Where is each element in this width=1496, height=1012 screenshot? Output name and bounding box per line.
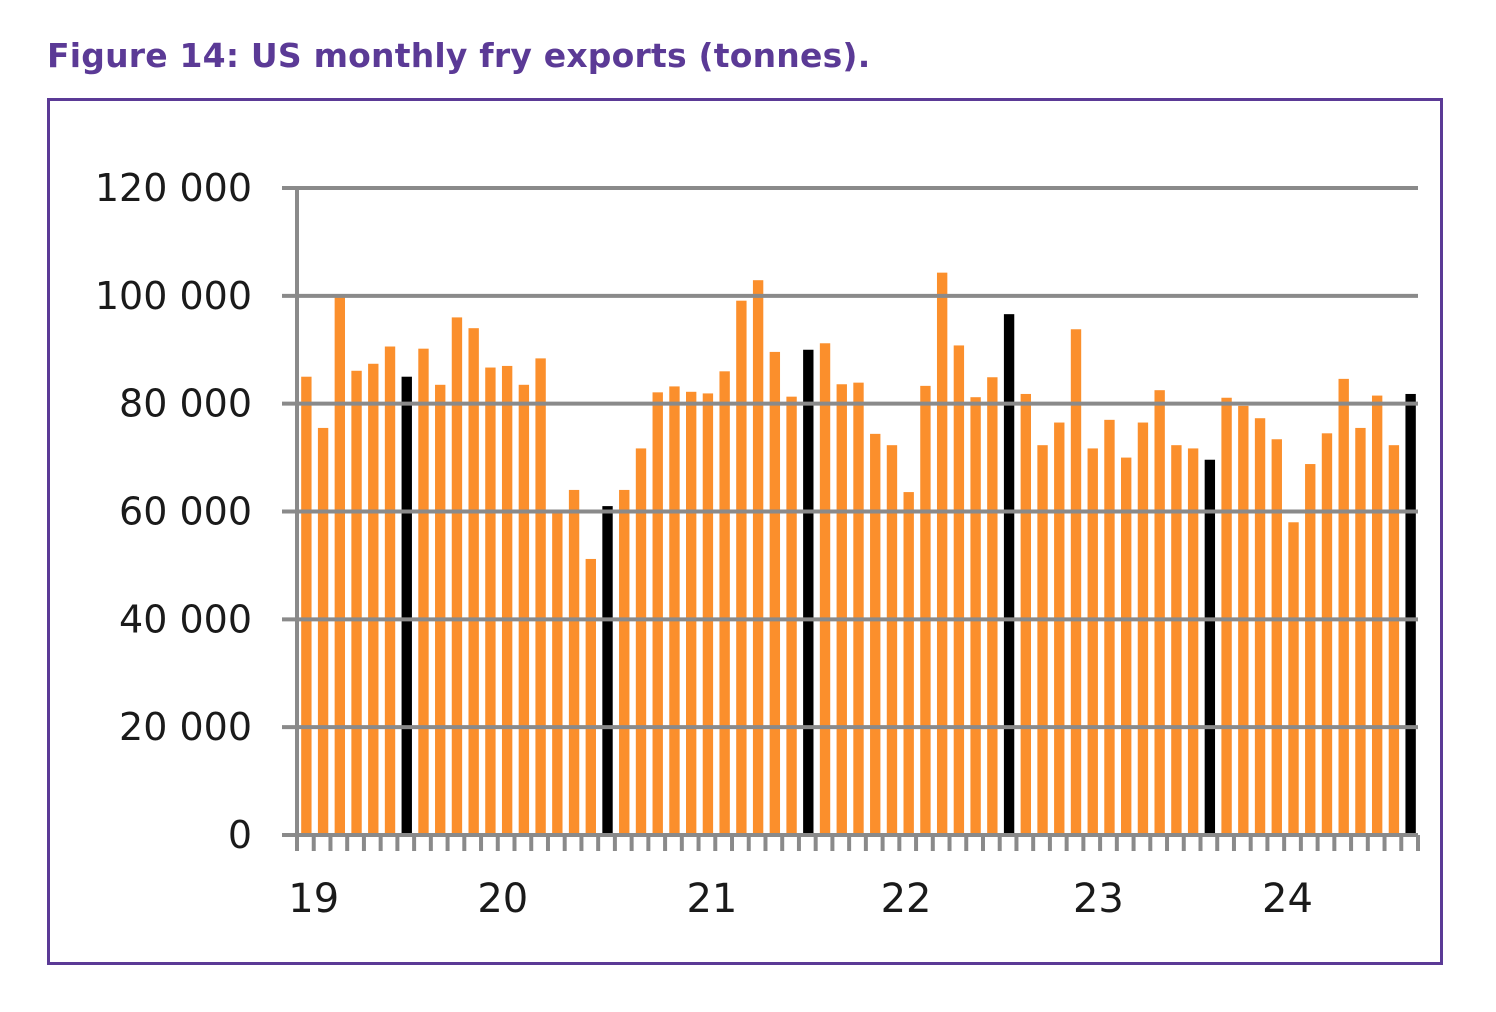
- bar: [1187, 448, 1199, 835]
- bar: [301, 376, 312, 835]
- bar: [853, 382, 864, 835]
- bar: [1321, 433, 1333, 835]
- bar: [702, 393, 714, 835]
- bar: [518, 384, 530, 835]
- bar: [1338, 378, 1349, 835]
- x-axis: 19 20 21 22 23 24: [288, 835, 1420, 922]
- bar: [435, 384, 446, 835]
- bar: [752, 280, 764, 835]
- y-tick-label: 40 000: [119, 597, 252, 641]
- gridlines-group: [282, 186, 1418, 837]
- bar: [1070, 329, 1082, 835]
- x-tick-label: 21: [686, 876, 737, 922]
- bar: [1020, 393, 1031, 835]
- bar: [1154, 390, 1165, 835]
- bar-highlight: [1204, 459, 1216, 835]
- bar: [418, 348, 429, 835]
- figure-title: Figure 14: US monthly fry exports (tonne…: [47, 36, 871, 75]
- bar: [585, 558, 596, 835]
- bar: [485, 367, 496, 835]
- bar-highlight: [1003, 314, 1015, 835]
- bar: [886, 445, 898, 835]
- bar: [1054, 422, 1065, 835]
- bar: [1371, 395, 1383, 835]
- bar: [987, 377, 998, 835]
- bar: [501, 365, 513, 835]
- bar: [535, 358, 546, 835]
- y-tick-label: 120 000: [95, 166, 252, 210]
- bar: [451, 317, 463, 835]
- bar: [1355, 427, 1366, 835]
- bar: [568, 489, 580, 835]
- bar: [1271, 439, 1282, 835]
- bar: [686, 391, 697, 835]
- bar: [786, 396, 797, 835]
- bar: [1221, 397, 1232, 835]
- bar: [619, 489, 630, 835]
- bar: [384, 346, 396, 835]
- bar: [1254, 418, 1266, 835]
- y-axis: 0 20 000 40 000 60 000 80 000 100 000 120 000: [95, 166, 299, 857]
- bar: [351, 370, 362, 835]
- x-tick-label: 20: [477, 876, 528, 922]
- bar: [736, 300, 747, 835]
- x-tick-label: 19: [288, 876, 339, 922]
- y-tick-label: 0: [228, 813, 252, 857]
- bar: [334, 295, 346, 836]
- bar: [1087, 448, 1098, 835]
- bar: [769, 351, 781, 835]
- bar: [635, 448, 647, 835]
- bar: [719, 371, 730, 835]
- bar: [1037, 445, 1048, 835]
- bar-highlight: [602, 506, 613, 835]
- x-tick-label: 23: [1073, 876, 1124, 922]
- bar: [368, 363, 379, 835]
- bar: [870, 433, 881, 835]
- y-tick-label: 100 000: [95, 274, 252, 318]
- bar: [936, 272, 948, 835]
- bar: [1121, 457, 1132, 835]
- bar: [819, 343, 831, 835]
- bar: [1171, 445, 1182, 835]
- bar: [903, 492, 914, 835]
- bars-group: [301, 272, 1416, 836]
- bar-highlight: [803, 349, 814, 835]
- bar: [836, 384, 847, 835]
- bar: [953, 345, 965, 835]
- bar: [920, 385, 931, 835]
- bar: [1305, 464, 1316, 835]
- x-tick-label: 24: [1262, 876, 1313, 922]
- bar-highlight: [401, 376, 412, 835]
- bar: [669, 386, 680, 835]
- bar: [1288, 522, 1299, 835]
- bar: [1104, 419, 1115, 835]
- bar: [317, 427, 329, 835]
- bar: [552, 511, 563, 835]
- bar-highlight: [1405, 393, 1416, 835]
- bar: [970, 397, 981, 835]
- bar: [1388, 445, 1400, 835]
- y-tick-label: 20 000: [119, 705, 252, 749]
- bar: [1137, 422, 1149, 835]
- bar: [652, 392, 663, 835]
- bar: [468, 328, 479, 835]
- y-tick-label: 80 000: [119, 382, 252, 426]
- x-tick-label: 22: [881, 876, 932, 922]
- y-tick-label: 60 000: [119, 490, 252, 534]
